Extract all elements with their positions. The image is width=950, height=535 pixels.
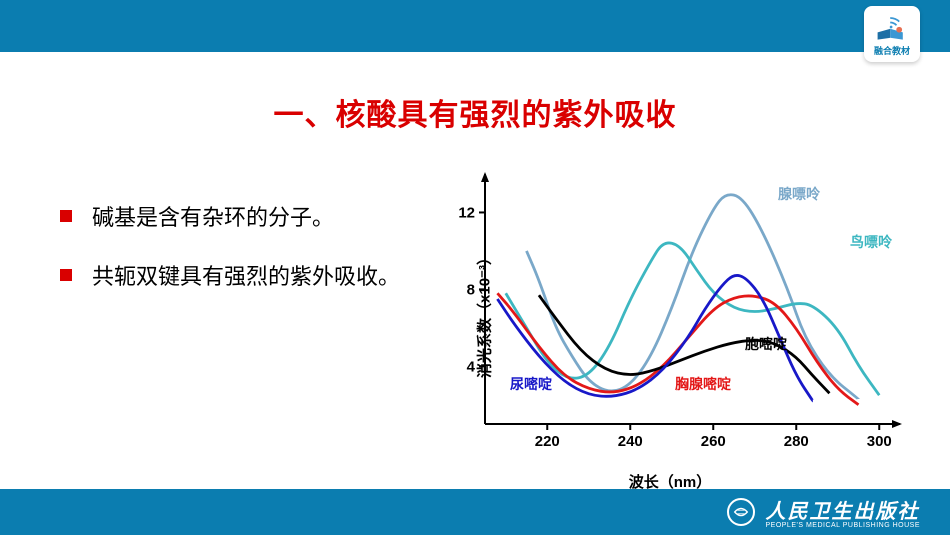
bullet-text: 共轭双键具有强烈的紫外吸收。 bbox=[92, 259, 400, 294]
content-area: 碱基是含有杂环的分子。 共轭双键具有强烈的紫外吸收。 消光系数（x10⁻³） 2… bbox=[0, 164, 950, 464]
series-label: 鸟嘌呤 bbox=[850, 232, 892, 252]
top-bar: 融合教材 bbox=[0, 0, 950, 52]
series-label: 尿嘧啶 bbox=[510, 374, 552, 394]
badge: 融合教材 bbox=[864, 6, 920, 62]
series-label: 胞嘧啶 bbox=[745, 334, 787, 354]
absorption-chart: 消光系数（x10⁻³） 2202402602803004812 波长（nm） 腺… bbox=[430, 164, 910, 464]
publisher-icon bbox=[727, 498, 755, 526]
list-item: 碱基是含有杂环的分子。 bbox=[60, 200, 430, 235]
page-title: 一、核酸具有强烈的紫外吸收 bbox=[0, 90, 950, 134]
list-item: 共轭双键具有强烈的紫外吸收。 bbox=[60, 259, 430, 294]
footer-bar: 人民卫生出版社 PEOPLE'S MEDICAL PUBLISHING HOUS… bbox=[0, 489, 950, 535]
badge-label: 融合教材 bbox=[874, 44, 910, 57]
svg-text:300: 300 bbox=[867, 433, 892, 450]
series-label: 腺嘌呤 bbox=[778, 184, 820, 204]
bullet-marker bbox=[60, 210, 72, 222]
svg-text:12: 12 bbox=[458, 204, 475, 221]
y-axis-label: 消光系数（x10⁻³） bbox=[473, 250, 494, 378]
series-label: 胸腺嘧啶 bbox=[675, 374, 731, 394]
bullet-list: 碱基是含有杂环的分子。 共轭双键具有强烈的紫外吸收。 bbox=[60, 164, 430, 464]
publisher-name: 人民卫生出版社 bbox=[765, 495, 920, 524]
chart-region: 消光系数（x10⁻³） 2202402602803004812 波长（nm） 腺… bbox=[430, 164, 910, 464]
svg-text:220: 220 bbox=[535, 433, 560, 450]
bullet-text: 碱基是含有杂环的分子。 bbox=[92, 200, 334, 235]
bullet-marker bbox=[60, 269, 72, 281]
chart-svg: 2202402602803004812 bbox=[430, 164, 910, 464]
book-wifi-icon bbox=[874, 12, 910, 42]
svg-text:280: 280 bbox=[784, 433, 809, 450]
publisher-name-en: PEOPLE'S MEDICAL PUBLISHING HOUSE bbox=[765, 522, 920, 529]
svg-text:260: 260 bbox=[701, 433, 726, 450]
svg-text:240: 240 bbox=[618, 433, 643, 450]
publisher-logo: 人民卫生出版社 PEOPLE'S MEDICAL PUBLISHING HOUS… bbox=[727, 495, 920, 529]
